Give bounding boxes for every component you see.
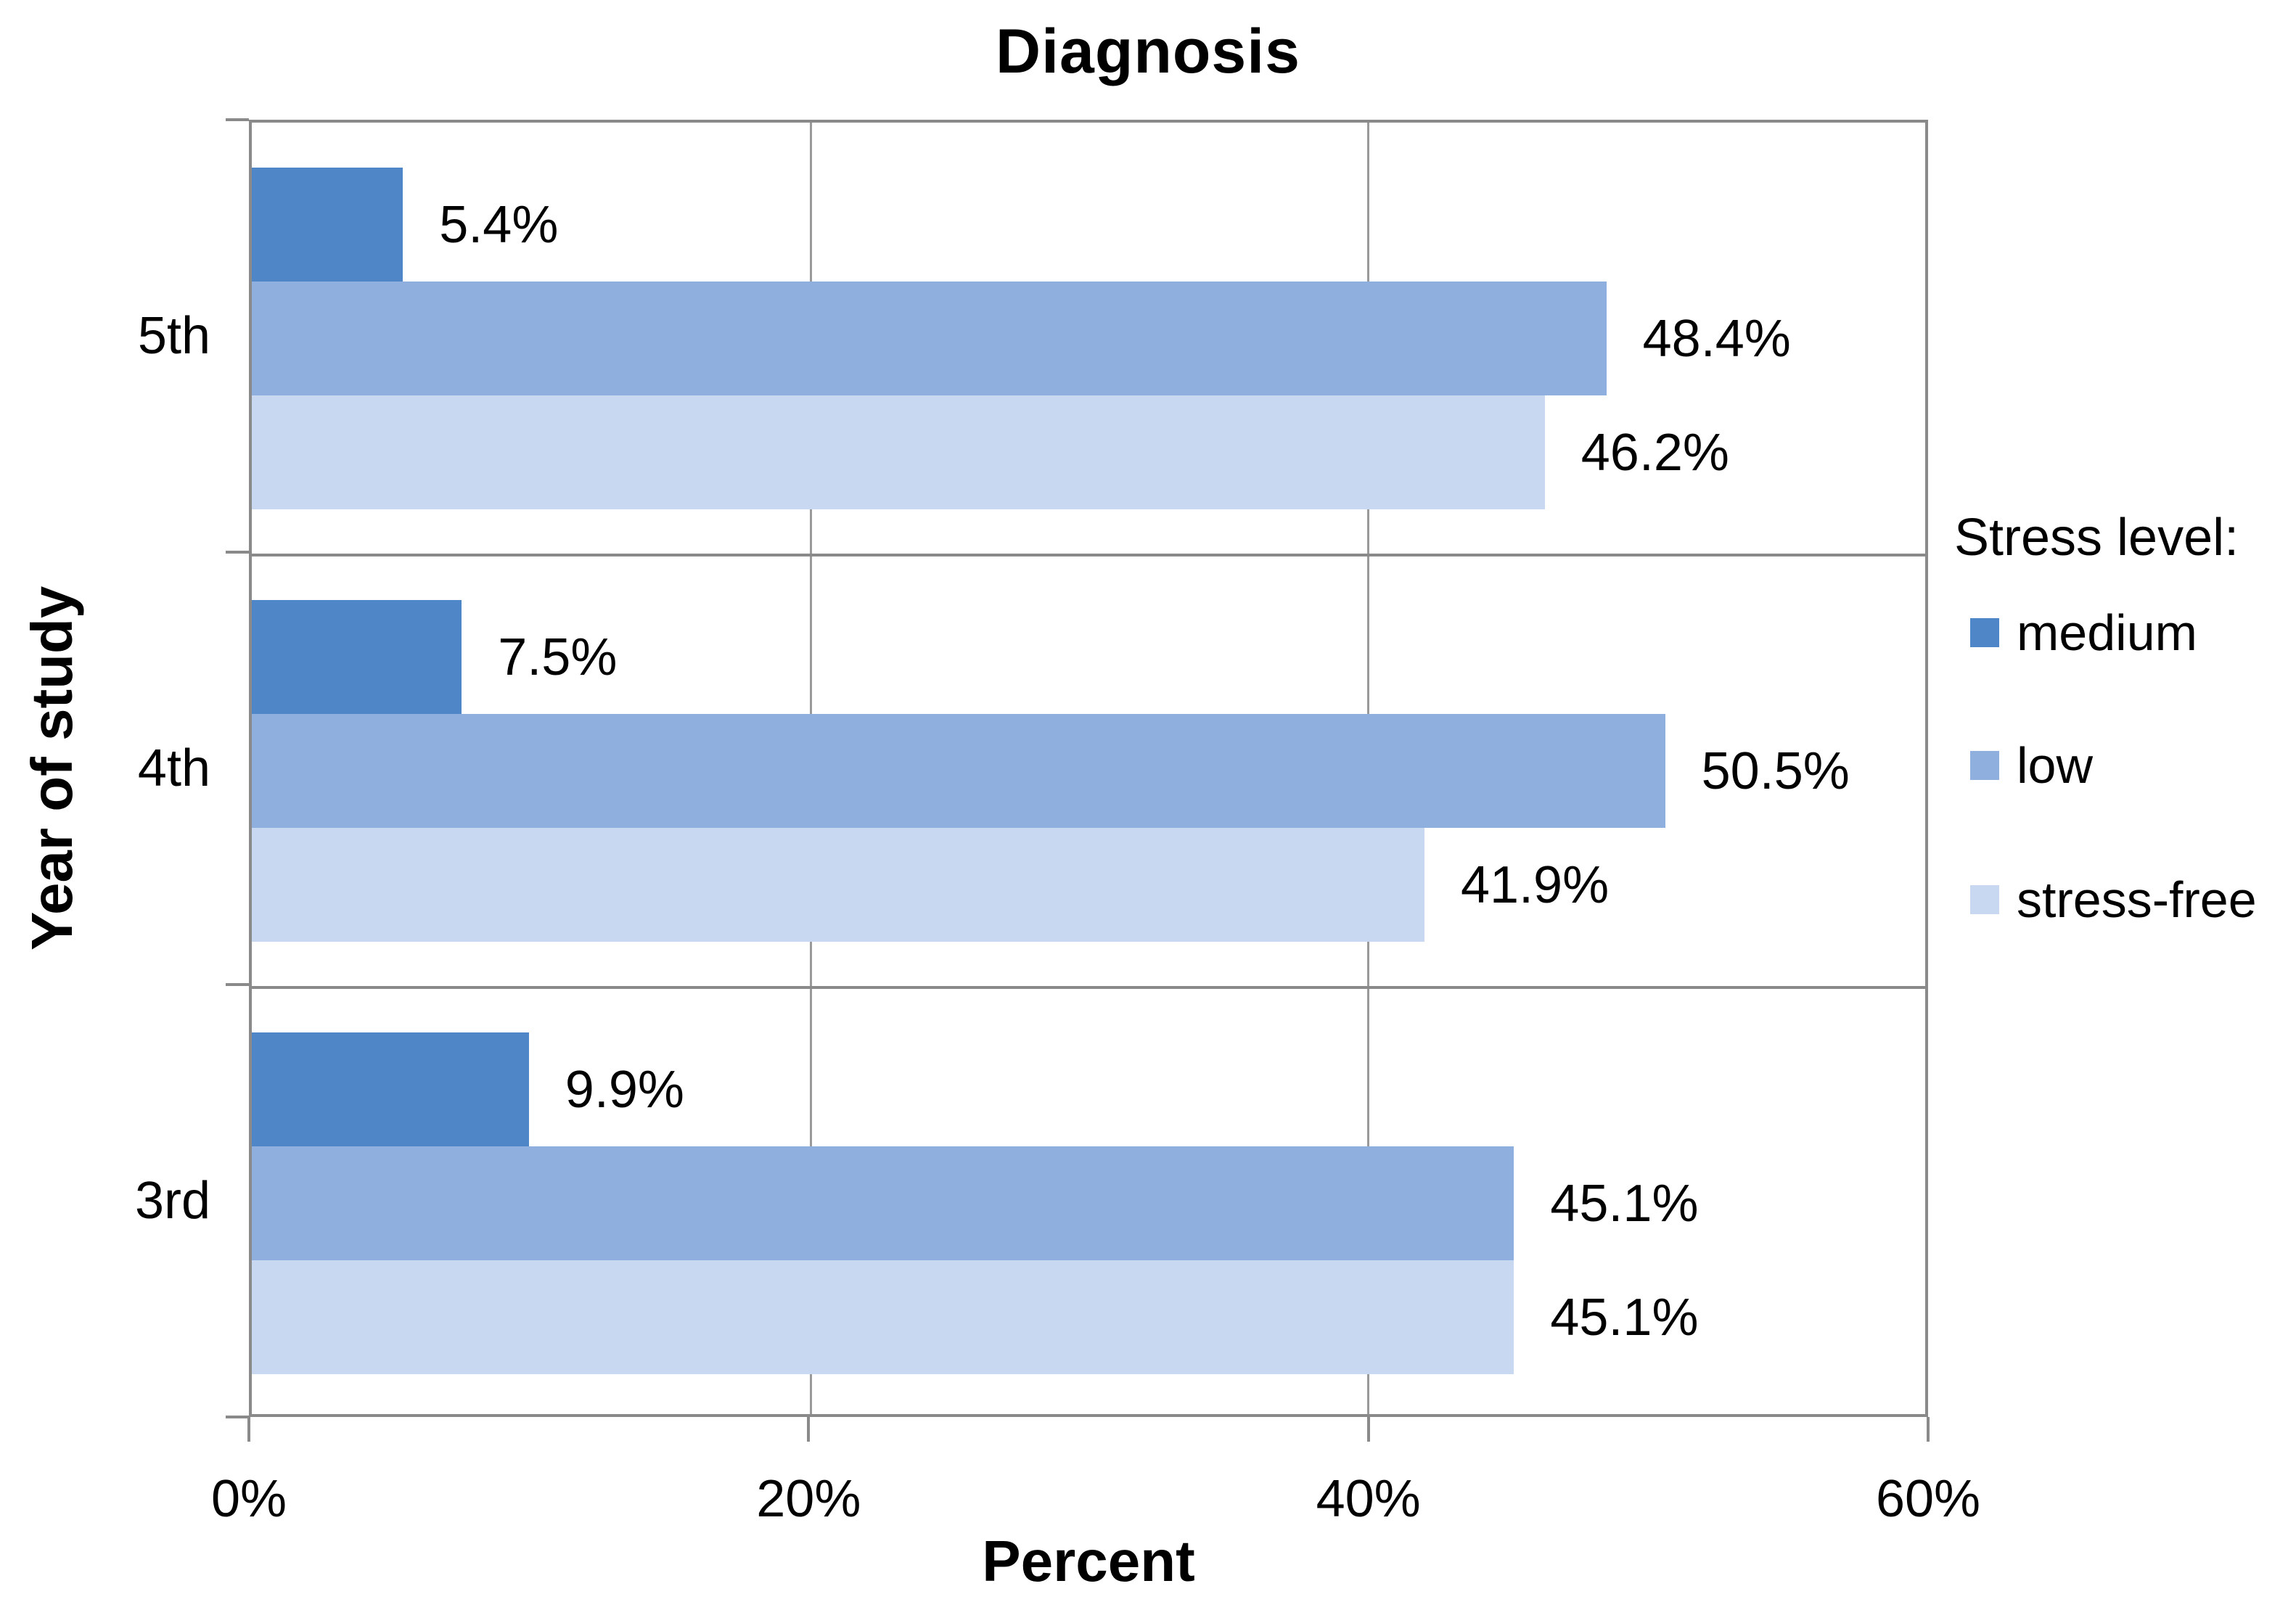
bar-4th-medium	[252, 600, 462, 714]
category-label-4th: 4th	[137, 739, 210, 797]
y-axis-tick-1	[226, 551, 249, 554]
bar-value-label-4th-stress-free: 41.9%	[1460, 855, 1610, 914]
bar-value-label-3rd-stress-free: 45.1%	[1550, 1288, 1699, 1347]
legend: Stress level: medium low stress-free	[1954, 0, 2295, 1602]
x-axis-tick-20%	[807, 1417, 811, 1442]
y-axis-tick-3	[226, 1416, 249, 1418]
bar-value-label-4th-medium: 7.5%	[498, 628, 618, 686]
x-axis-tick-0%	[247, 1417, 250, 1442]
legend-swatch-medium-icon	[1970, 618, 1999, 647]
legend-item-label-medium: medium	[2017, 604, 2197, 661]
bar-3rd-stress-free	[252, 1260, 1514, 1374]
legend-item-stress-free: stress-free	[1970, 871, 2257, 929]
bar-value-label-5th-medium: 5.4%	[439, 195, 559, 254]
bar-4th-low	[252, 714, 1665, 828]
category-separator-line	[252, 554, 1925, 556]
category-label-3rd: 3rd	[134, 1172, 210, 1230]
y-axis-tick-0	[226, 118, 249, 121]
category-separator-line	[252, 986, 1925, 989]
x-axis-tick-label-0%: 0%	[210, 1470, 287, 1528]
y-axis-tick-2	[226, 983, 249, 986]
x-axis-title: Percent	[982, 1529, 1195, 1593]
legend-swatch-low-icon	[1970, 751, 1999, 780]
legend-item-low: low	[1970, 736, 2093, 794]
chart-title: Diagnosis	[996, 17, 1300, 86]
bar-3rd-medium	[252, 1032, 529, 1146]
bar-value-label-4th-low: 50.5%	[1701, 742, 1850, 800]
legend-item-medium: medium	[1970, 604, 2197, 662]
bar-5th-medium	[252, 168, 403, 282]
legend-title: Stress level:	[1954, 509, 2239, 567]
x-axis-tick-60%	[1927, 1417, 1930, 1442]
x-axis-tick-label-40%: 40%	[1316, 1470, 1421, 1528]
bar-5th-low	[252, 282, 1607, 395]
bar-value-label-3rd-low: 45.1%	[1550, 1174, 1699, 1233]
legend-item-label-stress-free: stress-free	[2017, 871, 2257, 928]
category-label-5th: 5th	[137, 307, 210, 365]
bar-value-label-5th-low: 48.4%	[1642, 309, 1791, 368]
bar-value-label-5th-stress-free: 46.2%	[1580, 423, 1729, 482]
x-axis-tick-label-20%: 20%	[756, 1470, 861, 1528]
legend-item-label-low: low	[2017, 737, 2094, 794]
x-axis-tick-40%	[1366, 1417, 1370, 1442]
bar-3rd-low	[252, 1146, 1514, 1260]
legend-swatch-stress-free-icon	[1970, 885, 1999, 914]
bar-value-label-3rd-medium: 9.9%	[565, 1060, 684, 1119]
bar-5th-stress-free	[252, 395, 1545, 509]
plot-area: 5.4% 48.4% 46.2% 7.5% 50.5% 41.9% 9.9% 45.1% 45.…	[249, 120, 1928, 1417]
bar-4th-stress-free	[252, 828, 1424, 942]
x-axis-tick-label-60%: 60%	[1875, 1470, 1981, 1528]
